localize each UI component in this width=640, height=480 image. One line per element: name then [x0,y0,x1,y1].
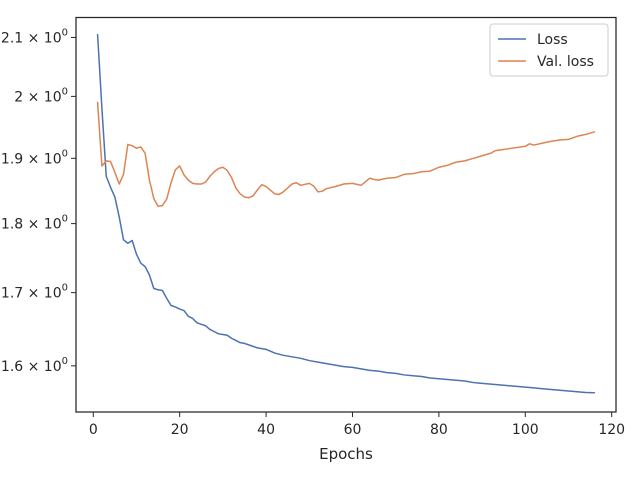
y-axis: 1.6 × 100 1.7 × 100 1.8 × 100 1.9 × 100 2 × … [1,27,76,375]
plot-frame [75,16,617,413]
series-line-1 [96,33,596,394]
y-tick-label: 2 × 100 [14,86,68,105]
x-tick-label: 0 [89,422,98,438]
y-tick-label: 1.8 × 100 [1,214,68,233]
x-tick-label: 80 [430,422,448,438]
y-tick-label: 2.1 × 100 [1,27,68,46]
x-tick-label: 60 [344,422,362,438]
y-tick-label: 1.9 × 100 [1,148,68,167]
legend-label: Loss [537,32,568,48]
x-axis: 0 20 40 60 80 100 120 [89,412,625,438]
plot-series [96,33,596,394]
y-tick-label: 1.7 × 100 [1,283,68,302]
x-tick-label: 20 [171,422,189,438]
x-axis-label: Epochs [319,445,373,463]
legend-label: Val. loss [537,54,594,70]
x-tick-label: 120 [598,422,625,438]
x-tick-label: 40 [257,422,275,438]
legend: Loss Val. loss [489,23,609,77]
series-line-2 [96,101,596,208]
legend-box [489,23,609,77]
x-tick-label: 100 [512,422,539,438]
y-tick-label: 1.6 × 100 [1,356,68,375]
